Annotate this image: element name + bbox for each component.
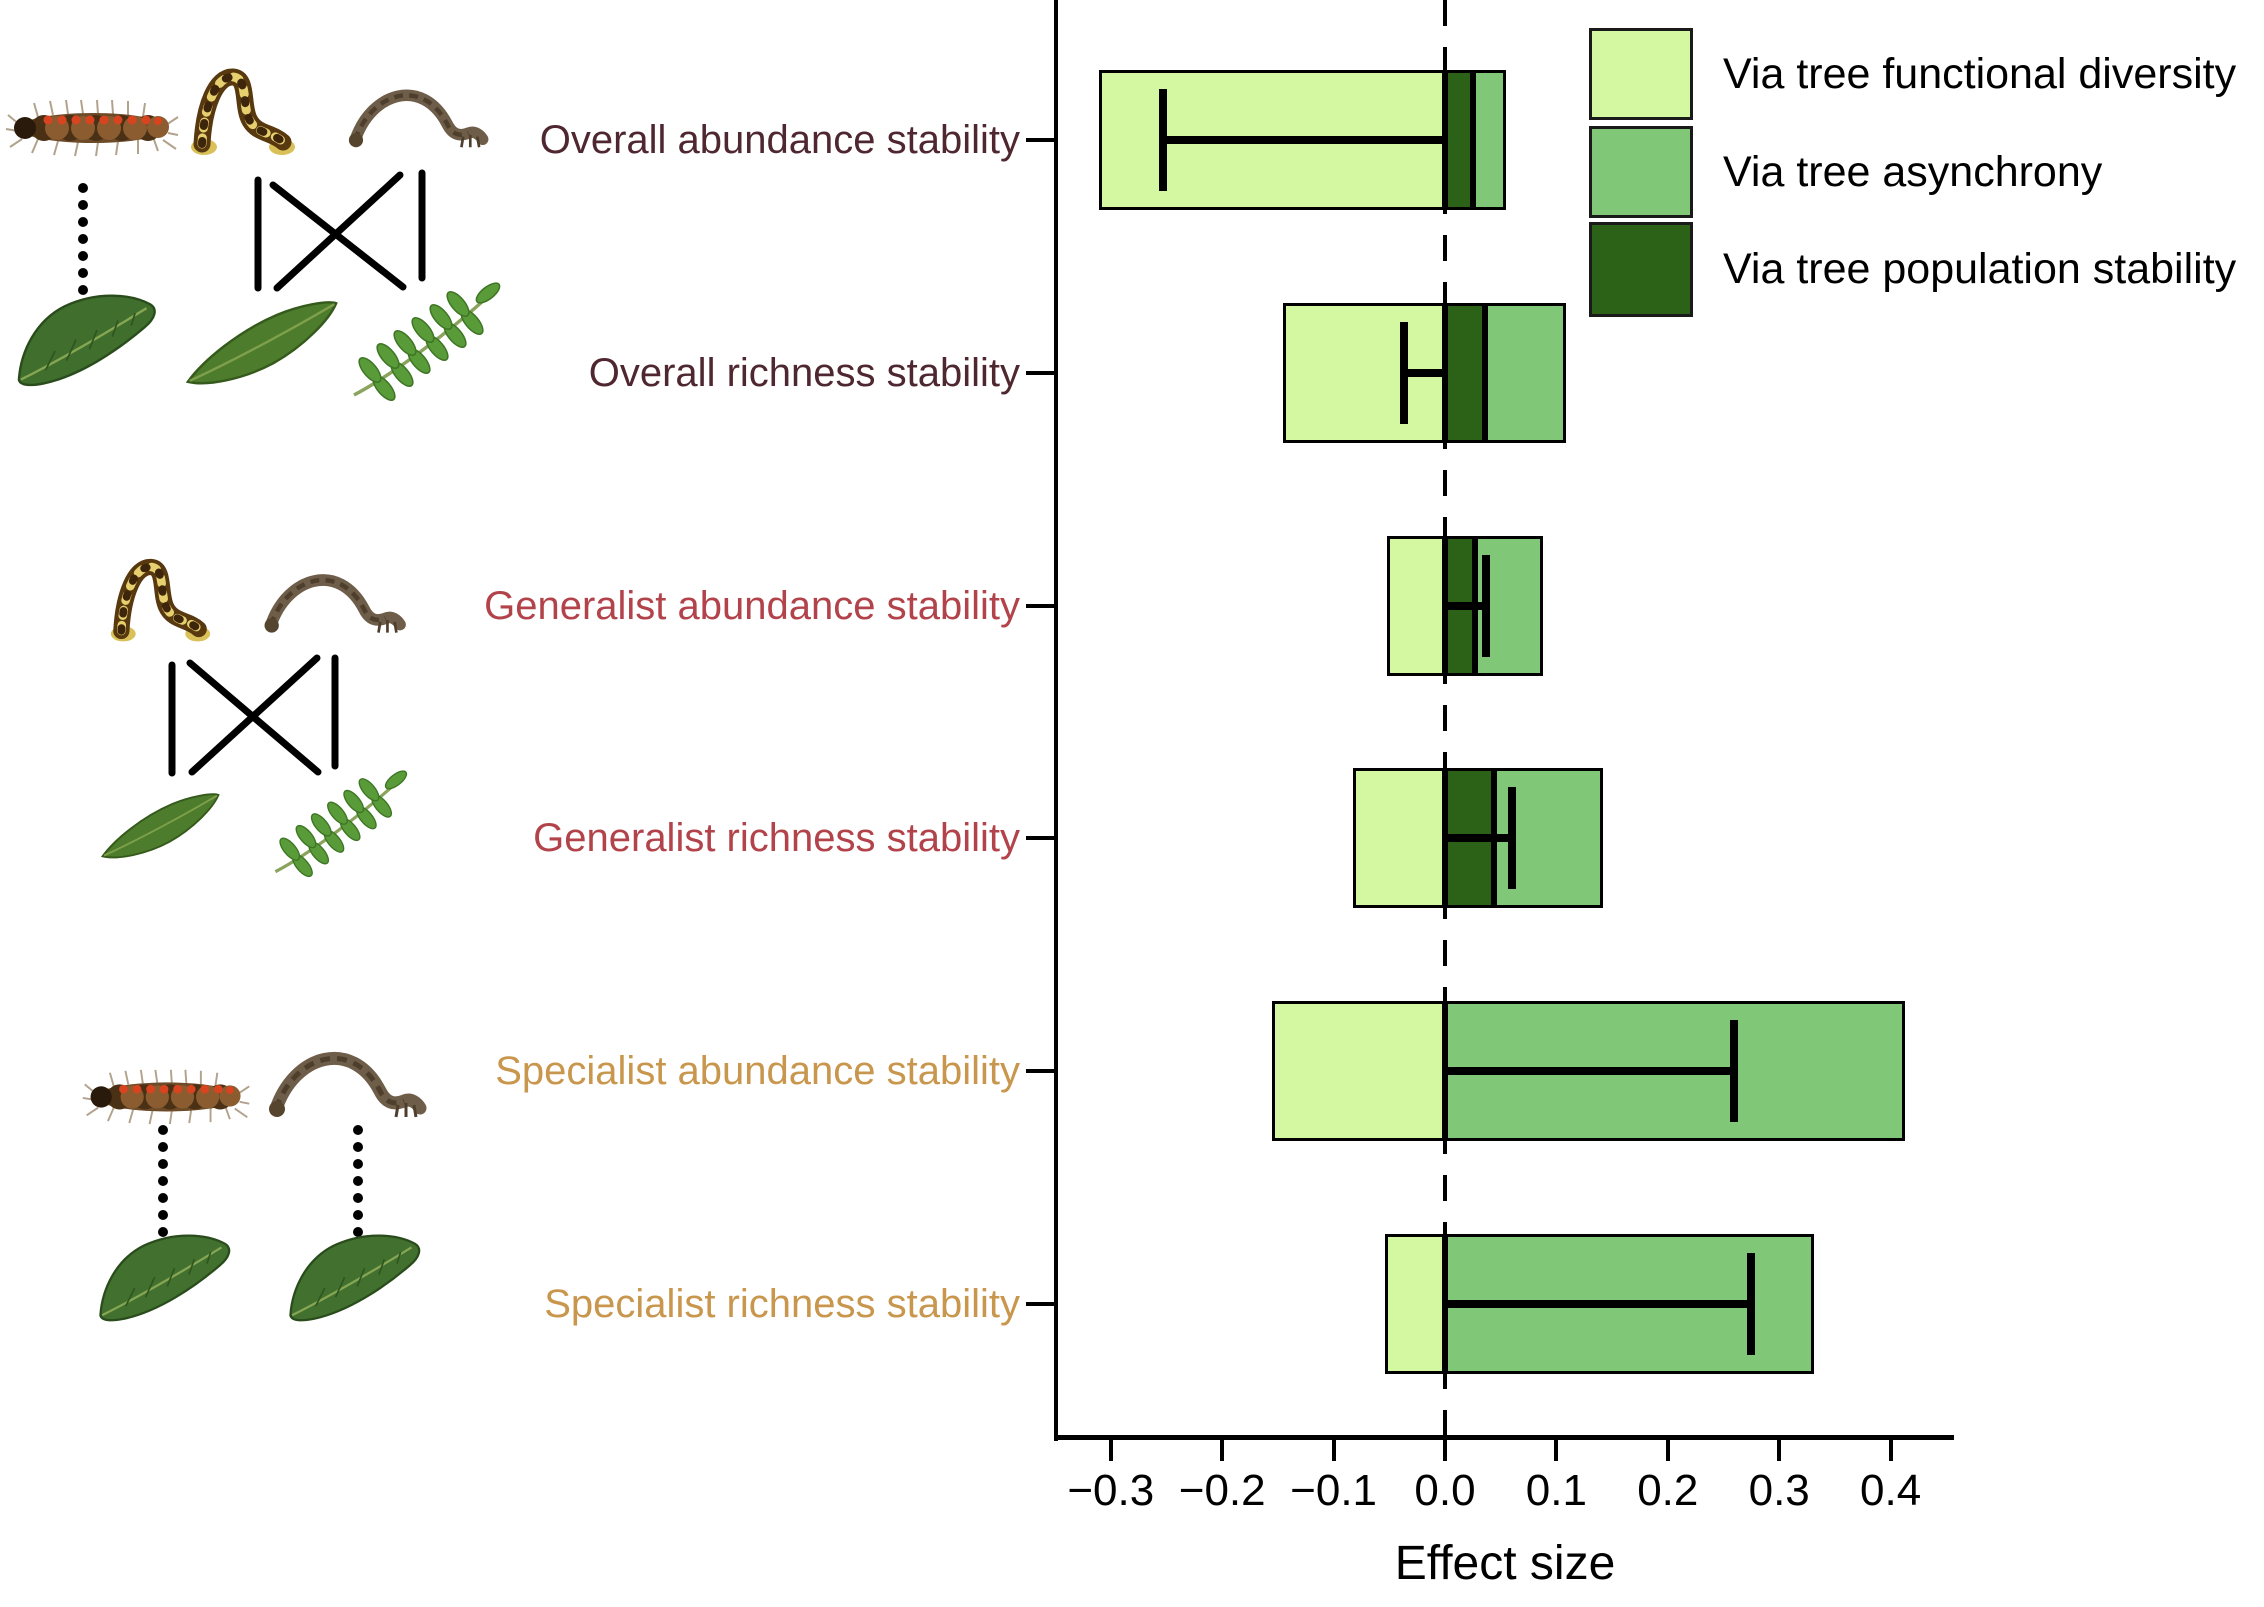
network-links-icon — [254, 169, 426, 292]
fuzzy-caterpillar-icon — [5, 99, 179, 157]
category-label: Specialist abundance stability — [495, 1049, 1020, 1094]
x-axis-ticklabel: −0.2 — [1178, 1466, 1266, 1515]
x-axis-ticklabel: 0.0 — [1414, 1466, 1476, 1515]
category-label: Overall richness stability — [588, 350, 1020, 395]
looper-caterpillar-icon — [269, 1051, 427, 1118]
network-links-icon — [168, 654, 339, 777]
long-leaf-icon — [100, 793, 220, 859]
error-bar-cap — [1747, 1253, 1756, 1355]
legend-swatch-functional-diversity — [1589, 28, 1693, 120]
x-axis-tickmark — [1331, 1437, 1336, 1461]
bar-segment-population_stability — [1445, 70, 1473, 210]
category-axis-tick — [1026, 138, 1058, 142]
fuzzy-caterpillar-icon — [82, 1069, 250, 1125]
category-label: Generalist richness stability — [533, 816, 1020, 861]
looper-caterpillar-icon — [348, 89, 489, 148]
x-axis-ticklabel: 0.4 — [1860, 1466, 1922, 1515]
zero-reference-line — [1443, 0, 1447, 1435]
error-bar-line — [1445, 601, 1487, 610]
error-bar-line — [1445, 1067, 1734, 1076]
category-axis-tick — [1026, 603, 1058, 608]
x-axis-title: Effect size — [1394, 1537, 1616, 1590]
error-bar-cap — [1159, 89, 1168, 191]
compound-leaf-icon — [274, 770, 408, 878]
category-axis-tick — [1026, 1302, 1058, 1306]
category-axis-tick — [1026, 836, 1058, 841]
x-axis-tickmark — [1888, 1437, 1893, 1461]
error-bar-cap — [1729, 1020, 1738, 1123]
bar-segment-functional_diversity — [1352, 768, 1445, 909]
error-bar-cap — [1507, 787, 1516, 890]
patterned-caterpillar-icon — [110, 558, 211, 642]
error-bar-line — [1445, 1300, 1752, 1308]
y-axis-line — [1054, 0, 1058, 1441]
x-axis-tickmark — [1777, 1437, 1782, 1461]
category-label: Specialist richness stability — [544, 1282, 1020, 1326]
patterned-caterpillar-icon — [191, 68, 295, 155]
x-axis-tickmark — [1665, 1437, 1670, 1461]
bar-segment-functional_diversity — [1384, 1234, 1445, 1374]
compound-leaf-icon — [353, 282, 501, 401]
dotted-link-icon — [353, 1125, 363, 1237]
long-leaf-icon — [185, 301, 338, 385]
x-axis-ticklabel: 0.3 — [1748, 1466, 1810, 1515]
x-axis-ticklabel: 0.1 — [1525, 1466, 1587, 1515]
error-bar-line — [1445, 834, 1512, 843]
legend-label-population-stability: Via tree population stability — [1723, 245, 2237, 293]
x-axis-ticklabel: −0.1 — [1290, 1466, 1378, 1515]
error-bar-cap — [1399, 321, 1408, 424]
x-axis-tickmark — [1443, 1437, 1447, 1461]
category-axis-tick — [1026, 1069, 1058, 1074]
error-bar-cap — [1482, 554, 1491, 657]
legend-swatch-asynchrony — [1589, 126, 1693, 218]
bar-segment-functional_diversity — [1272, 1001, 1445, 1142]
broad-leaf-icon — [289, 1234, 421, 1322]
x-axis-tickmark — [1220, 1437, 1225, 1461]
error-bar-line — [1163, 136, 1445, 144]
bar-segment-functional_diversity — [1387, 535, 1445, 676]
legend-label-asynchrony: Via tree asynchrony — [1723, 147, 2103, 196]
x-axis-tickmark — [1108, 1437, 1113, 1461]
x-axis-ticklabel: 0.2 — [1637, 1466, 1699, 1515]
bar-segment-asynchrony — [1472, 70, 1507, 210]
dotted-link-icon — [78, 183, 88, 295]
x-axis-tickmark — [1554, 1437, 1559, 1461]
x-axis-line — [1054, 1435, 1954, 1440]
broad-leaf-icon — [99, 1234, 231, 1322]
legend-swatch-population-stability — [1589, 222, 1693, 317]
dotted-link-icon — [158, 1125, 168, 1237]
category-label: Generalist abundance stability — [484, 583, 1020, 628]
bar-segment-population_stability — [1445, 302, 1486, 443]
bar-segment-asynchrony — [1485, 302, 1567, 443]
looper-caterpillar-icon — [264, 574, 406, 633]
category-axis-tick — [1026, 370, 1058, 375]
legend-label-functional-diversity: Via tree functional diversity — [1723, 49, 2237, 98]
error-bar-line — [1403, 368, 1445, 377]
x-axis-ticklabel: −0.3 — [1067, 1466, 1155, 1515]
category-label: Overall abundance stability — [539, 118, 1020, 162]
broad-leaf-icon — [17, 294, 156, 387]
